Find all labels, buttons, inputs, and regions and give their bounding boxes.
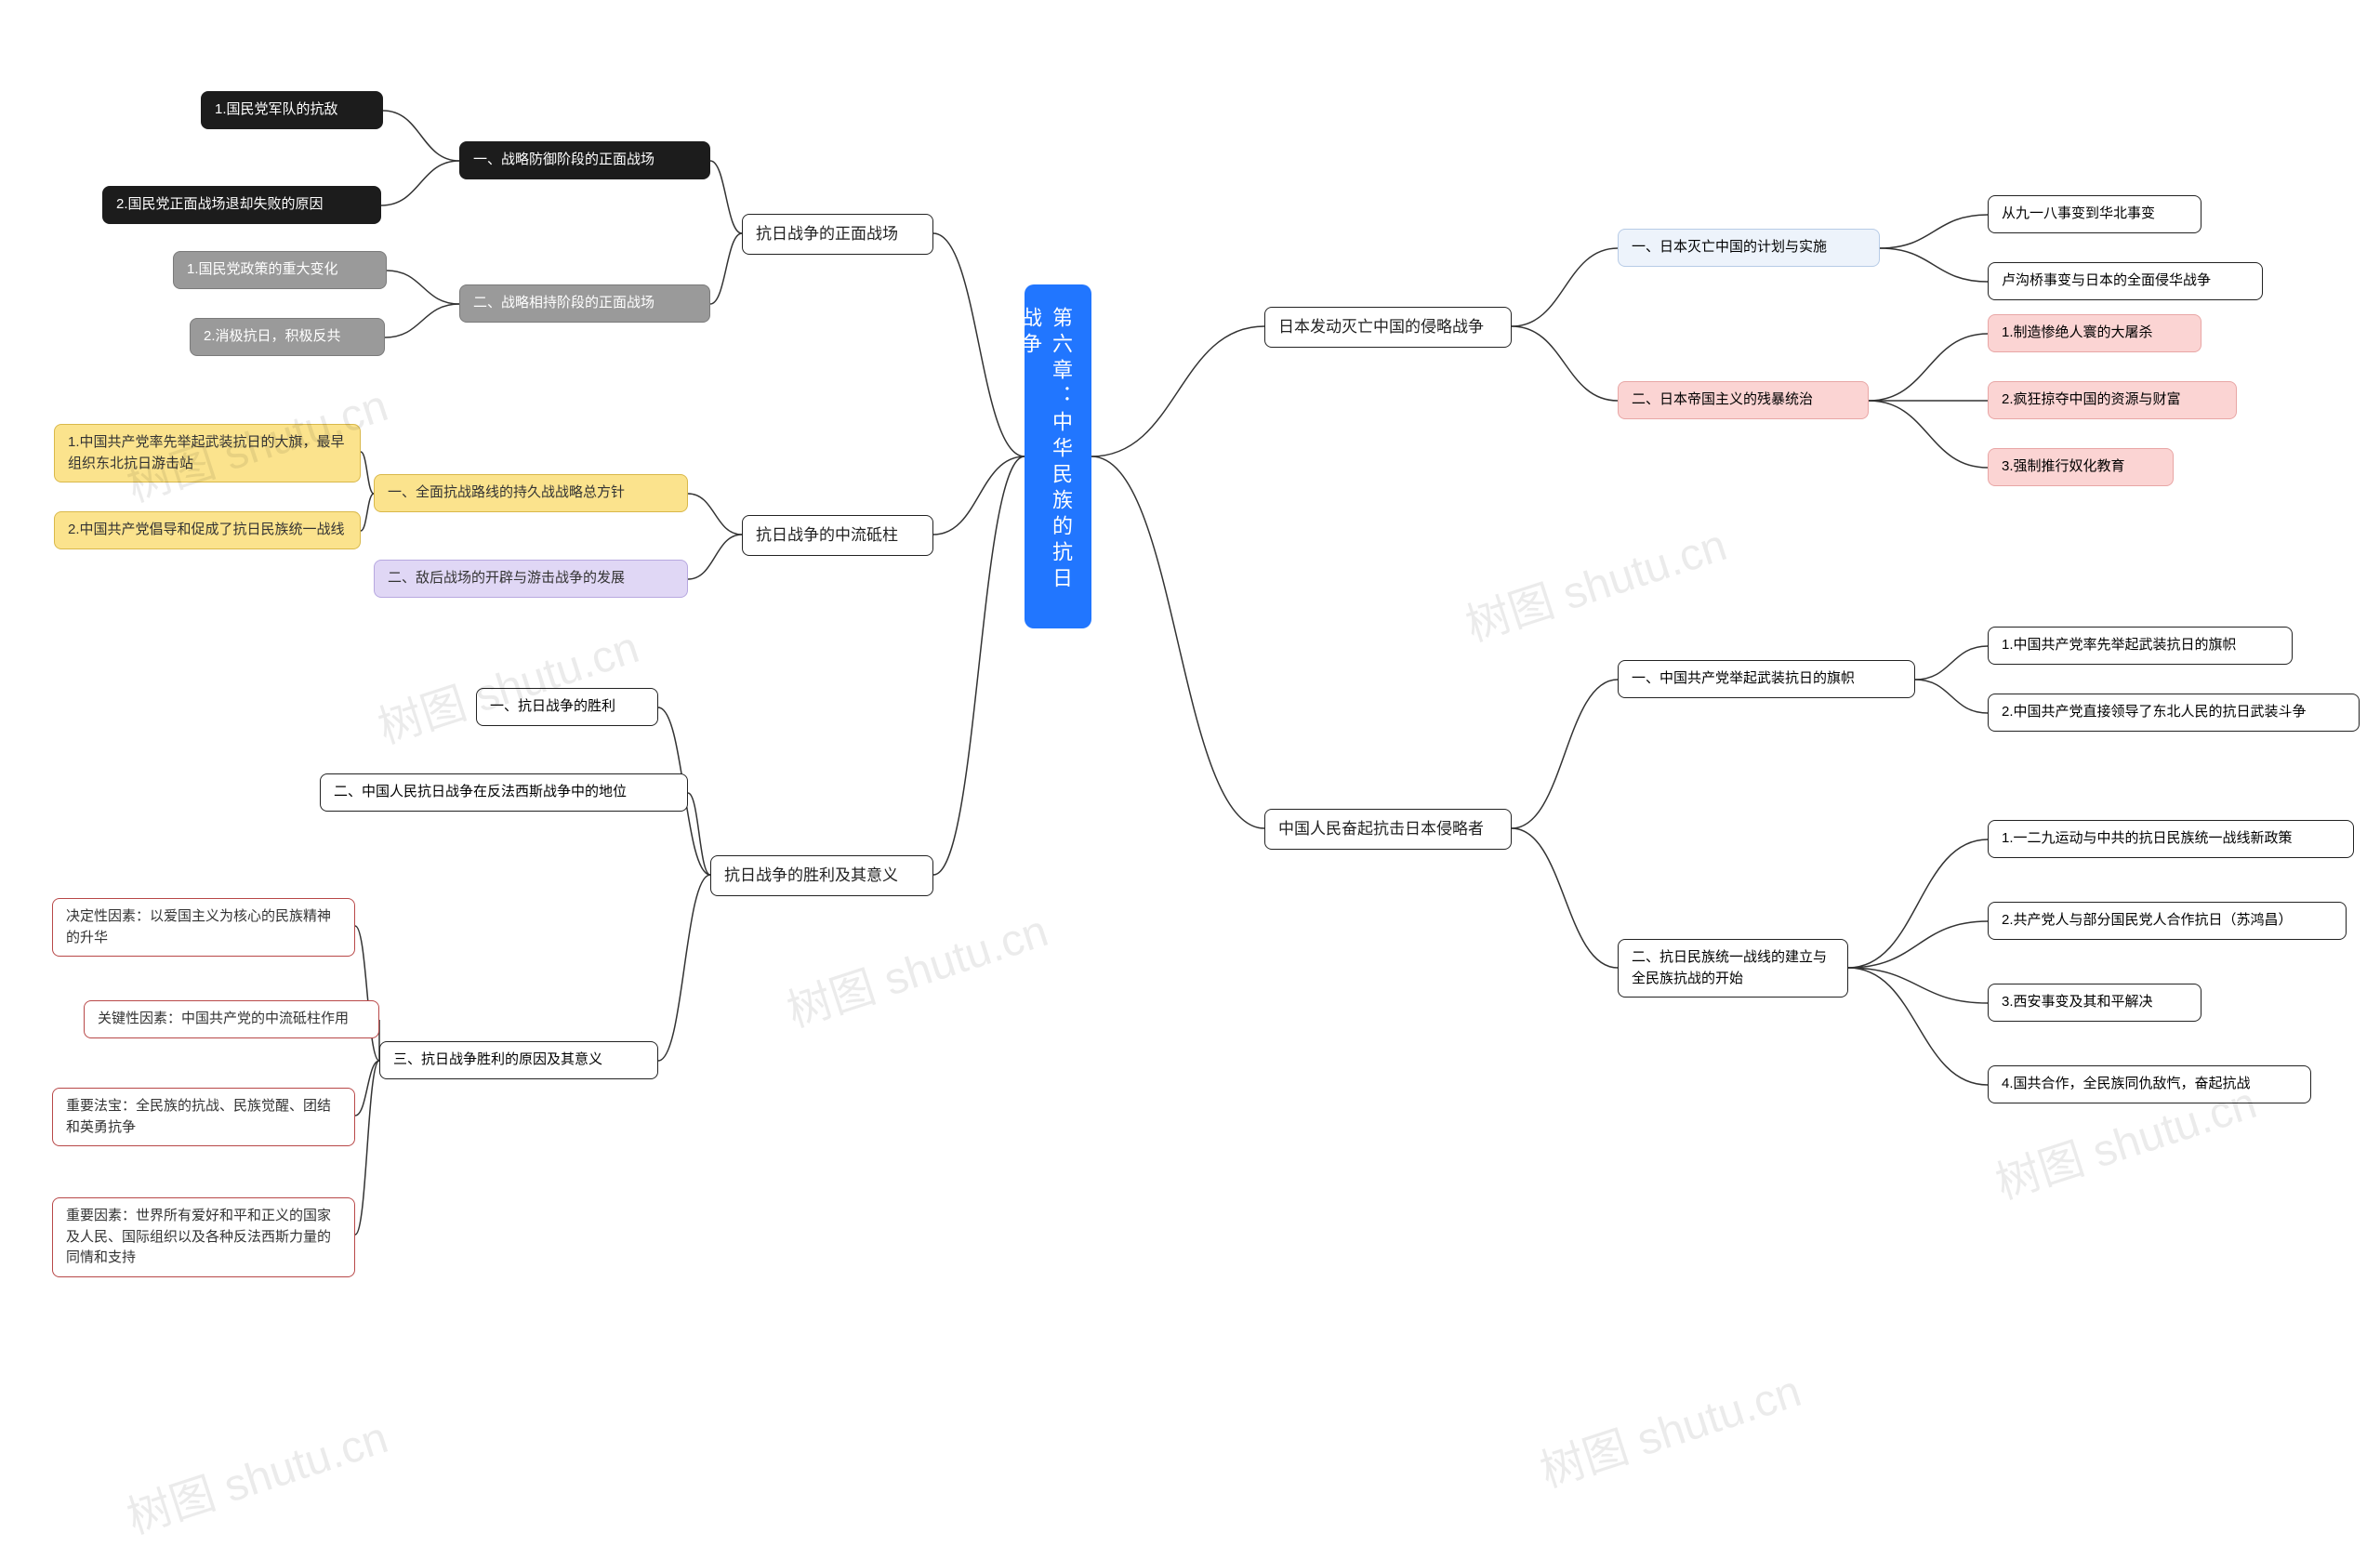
- edge: [385, 304, 459, 337]
- edge: [381, 161, 459, 205]
- node-l3c: 三、抗日战争胜利的原因及其意义: [379, 1041, 658, 1079]
- node-r1b: 二、日本帝国主义的残暴统治: [1618, 381, 1869, 419]
- edge: [710, 161, 742, 233]
- node-r1a2: 卢沟桥事变与日本的全面侵华战争: [1988, 262, 2263, 300]
- watermark: 树图 shutu.cn: [368, 611, 645, 756]
- node-l3: 抗日战争的胜利及其意义: [710, 855, 933, 896]
- node-l1a1: 1.国民党军队的抗敌: [201, 91, 383, 129]
- edge: [1848, 968, 1988, 1003]
- node-r2a2: 2.中国共产党直接领导了东北人民的抗日武装斗争: [1988, 694, 2360, 732]
- node-r1b3: 3.强制推行奴化教育: [1988, 448, 2174, 486]
- node-r1b2: 2.疯狂掠夺中国的资源与财富: [1988, 381, 2237, 419]
- edge: [1091, 326, 1264, 456]
- node-l3c2: 关键性因素：中国共产党的中流砥柱作用: [84, 1000, 379, 1038]
- node-r1b1: 1.制造惨绝人寰的大屠杀: [1988, 314, 2202, 352]
- edge: [1848, 839, 1988, 968]
- edge: [383, 111, 459, 161]
- node-r2: 中国人民奋起抗击日本侵略者: [1264, 809, 1512, 850]
- node-r2b3: 3.西安事变及其和平解决: [1988, 984, 2202, 1022]
- edge: [1869, 334, 1988, 401]
- edge: [1512, 326, 1618, 401]
- node-l2a1: 1.中国共产党率先举起武装抗日的大旗，最早组织东北抗日游击站: [54, 424, 361, 482]
- edge: [1512, 680, 1618, 828]
- edge: [1848, 968, 1988, 1085]
- edge: [361, 452, 374, 494]
- edge: [1915, 646, 1988, 680]
- edge: [355, 1061, 379, 1235]
- node-r2b2: 2.共产党人与部分国民党人合作抗日（苏鸿昌）: [1988, 902, 2347, 940]
- node-r2b4: 4.国共合作，全民族同仇敌忾，奋起抗战: [1988, 1065, 2311, 1103]
- node-l1: 抗日战争的正面战场: [742, 214, 933, 255]
- edge: [1880, 215, 1988, 248]
- edge: [688, 494, 742, 535]
- node-l1a2: 2.国民党正面战场退却失败的原因: [102, 186, 381, 224]
- node-r1a1: 从九一八事变到华北事变: [1988, 195, 2202, 233]
- edge: [355, 926, 379, 1061]
- watermark: 树图 shutu.cn: [1530, 1354, 1807, 1500]
- edge: [1915, 680, 1988, 713]
- edge: [658, 875, 710, 1061]
- edge: [688, 793, 710, 875]
- edge: [1091, 456, 1264, 828]
- node-r2b: 二、抗日民族统一战线的建立与全民族抗战的开始: [1618, 939, 1848, 998]
- node-l2b: 二、敌后战场的开辟与游击战争的发展: [374, 560, 688, 598]
- node-l3a: 一、抗日战争的胜利: [476, 688, 658, 726]
- node-r2b1: 1.一二九运动与中共的抗日民族统一战线新政策: [1988, 820, 2354, 858]
- edge: [1869, 401, 1988, 468]
- edge: [355, 1061, 379, 1116]
- node-l2: 抗日战争的中流砥柱: [742, 515, 933, 556]
- node-l3c4: 重要因素：世界所有爱好和平和正义的国家及人民、国际组织以及各种反法西斯力量的同情…: [52, 1197, 355, 1277]
- watermark: 树图 shutu.cn: [1456, 509, 1733, 654]
- node-l1a: 一、战略防御阶段的正面战场: [459, 141, 710, 179]
- edge: [1880, 248, 1988, 282]
- edge: [361, 494, 374, 531]
- node-l2a2: 2.中国共产党倡导和促成了抗日民族统一战线: [54, 511, 361, 549]
- edge: [933, 233, 1025, 456]
- node-l3c3: 重要法宝：全民族的抗战、民族觉醒、团结和英勇抗争: [52, 1088, 355, 1146]
- edge: [1512, 828, 1618, 968]
- node-l1b2: 2.消极抗日，积极反共: [190, 318, 385, 356]
- node-l2a: 一、全面抗战路线的持久战战略总方针: [374, 474, 688, 512]
- edge: [933, 456, 1025, 875]
- watermark: 树图 shutu.cn: [117, 1401, 394, 1546]
- node-r2a: 一、中国共产党举起武装抗日的旗帜: [1618, 660, 1915, 698]
- node-r1: 日本发动灭亡中国的侵略战争: [1264, 307, 1512, 348]
- watermark: 树图 shutu.cn: [777, 894, 1054, 1039]
- edge: [933, 456, 1025, 535]
- node-l3c1: 决定性因素：以爱国主义为核心的民族精神的升华: [52, 898, 355, 957]
- edge: [387, 271, 459, 304]
- edge: [1512, 248, 1618, 326]
- edge: [688, 535, 742, 579]
- node-l1b1: 1.国民党政策的重大变化: [173, 251, 387, 289]
- node-l3b: 二、中国人民抗日战争在反法西斯战争中的地位: [320, 773, 688, 812]
- node-r1a: 一、日本灭亡中国的计划与实施: [1618, 229, 1880, 267]
- node-l1b: 二、战略相持阶段的正面战场: [459, 284, 710, 323]
- edge: [1848, 921, 1988, 968]
- root-node: 第六章：中华民族的抗日战争: [1025, 284, 1091, 628]
- edge: [710, 233, 742, 304]
- node-r2a1: 1.中国共产党率先举起武装抗日的旗帜: [1988, 627, 2293, 665]
